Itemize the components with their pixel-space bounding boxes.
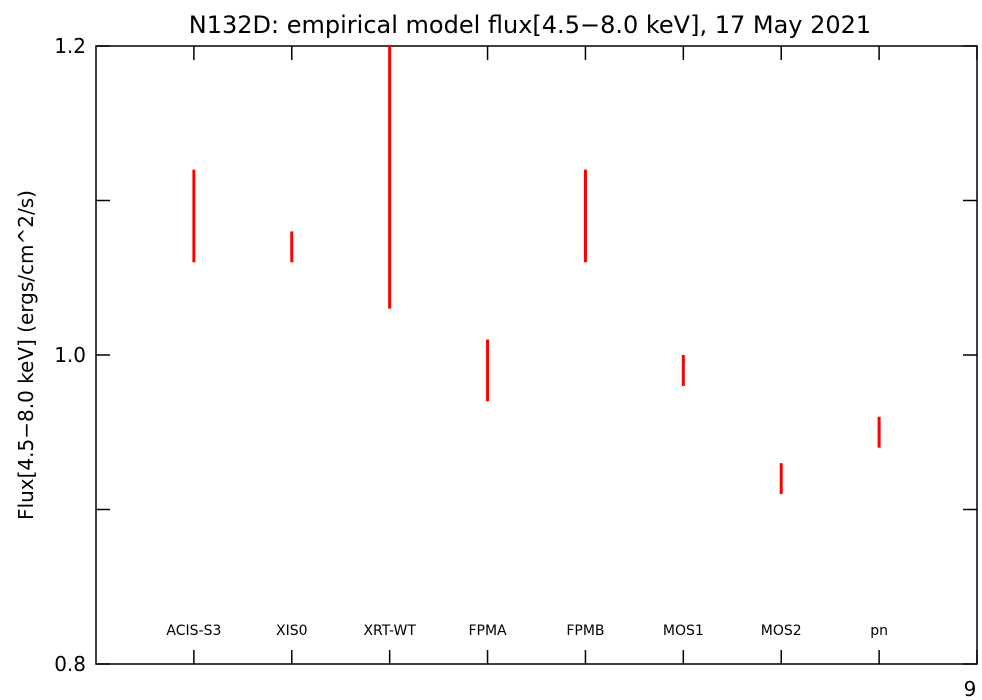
corner-label: 9 xyxy=(964,677,977,700)
axis-ticks xyxy=(96,45,978,665)
category-label: XIS0 xyxy=(276,623,308,639)
y-axis-label: Flux[4.5−8.0 keV] (ergs/cm^2/s) xyxy=(14,190,38,520)
category-label: FPMB xyxy=(566,623,604,639)
plot-frame xyxy=(95,45,978,665)
y-tick-labels: 0.8 1.0 1.2 xyxy=(54,34,86,676)
category-label: MOS2 xyxy=(761,623,802,639)
category-label: pn xyxy=(870,623,888,639)
chart-title: N132D: empirical model flux[4.5−8.0 keV]… xyxy=(189,11,871,39)
category-label: MOS1 xyxy=(663,623,704,639)
category-labels: ACIS-S3 XIS0 XRT-WT FPMA FPMB MOS1 MOS2 pn xyxy=(166,623,888,639)
y-tick-label: 1.2 xyxy=(54,34,86,58)
y-tick-label: 1.0 xyxy=(54,343,86,367)
error-bars xyxy=(192,46,881,495)
category-label: XRT-WT xyxy=(363,623,416,639)
category-label: FPMA xyxy=(468,623,507,639)
category-label: ACIS-S3 xyxy=(166,623,221,639)
y-tick-label: 0.8 xyxy=(54,652,86,676)
